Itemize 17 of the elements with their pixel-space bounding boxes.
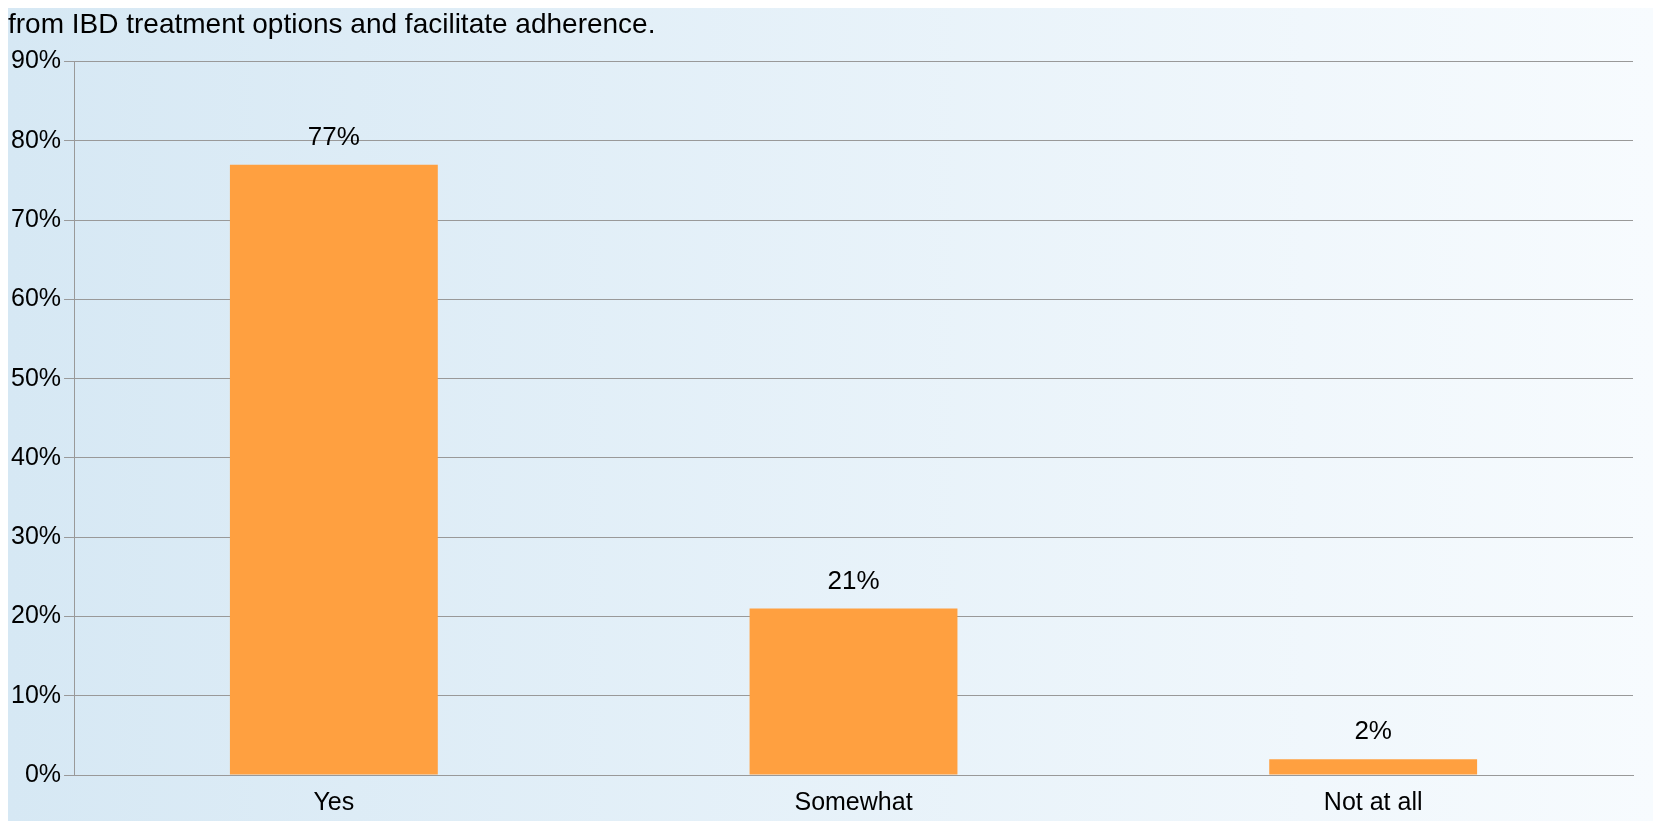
y-tick-label: 40% (10, 441, 62, 470)
x-tick-label: Somewhat (794, 786, 913, 815)
y-tick-label: 80% (10, 124, 62, 153)
y-tick-label: 0% (24, 758, 62, 787)
y-tick-label: 60% (10, 283, 62, 312)
y-tick-label: 30% (10, 521, 62, 550)
data-label: 77% (307, 120, 360, 151)
y-tick-label: 50% (10, 362, 62, 391)
data-label: 21% (827, 564, 880, 595)
x-tick-label: Not at all (1323, 786, 1423, 815)
y-tick-label: 90% (10, 45, 62, 74)
x-tick-label: Yes (313, 786, 355, 815)
chart-title: from IBD treatment options and facilitate adherence. (8, 7, 656, 39)
y-tick-label: 10% (10, 679, 62, 708)
y-tick-label: 20% (10, 600, 62, 629)
y-tick-label: 70% (10, 204, 62, 233)
data-label: 2% (1354, 715, 1392, 746)
